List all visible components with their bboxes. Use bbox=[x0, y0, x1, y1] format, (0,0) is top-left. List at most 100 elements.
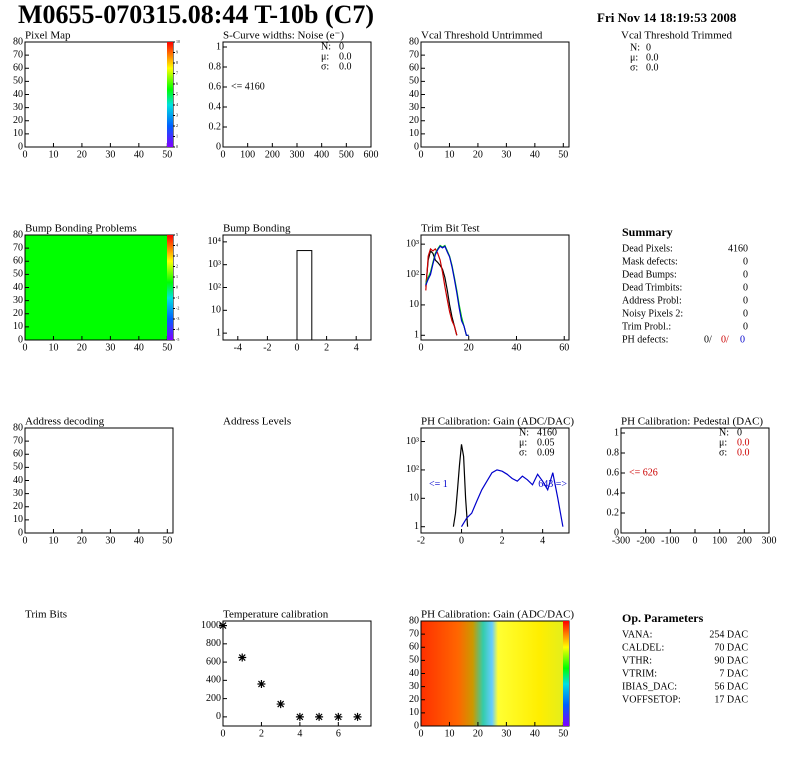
y-tick-label: 60 bbox=[13, 449, 23, 460]
z-tick-label: -1 bbox=[176, 295, 179, 300]
x-tick-label: 20 bbox=[77, 149, 87, 160]
x-tick-label: 200 bbox=[737, 535, 752, 546]
row-value: 254 DAC bbox=[709, 629, 748, 640]
x-tick-label: 40 bbox=[134, 535, 144, 546]
stat-value: 0.05 bbox=[537, 437, 555, 448]
x-tick-label: 10 bbox=[444, 728, 454, 739]
stat-value: 0.0 bbox=[339, 61, 352, 72]
point bbox=[353, 712, 362, 721]
x-tick-label: 100 bbox=[712, 535, 727, 546]
x-tick-label: 300 bbox=[290, 149, 305, 160]
row-value: 4160 bbox=[728, 243, 748, 254]
frame bbox=[420, 234, 570, 341]
y-tick-label: 30 bbox=[409, 102, 419, 113]
row-value: 0 bbox=[743, 282, 748, 293]
map-fill bbox=[25, 235, 173, 340]
x-tick-label: 0 bbox=[295, 342, 300, 353]
y-tick-label: 80 bbox=[409, 615, 419, 626]
stat-value: 0.0 bbox=[737, 437, 750, 448]
y-tick-label: 50 bbox=[409, 76, 419, 87]
row-label: Dead Trimbits: bbox=[622, 282, 682, 293]
row-value: 0/ bbox=[704, 334, 712, 345]
x-tick-label: 50 bbox=[162, 535, 172, 546]
panel-title: PH Calibration: Gain (ADC/DAC) bbox=[421, 609, 574, 621]
x-tick-label: 30 bbox=[105, 535, 115, 546]
row-label: Address Probl: bbox=[622, 295, 682, 306]
panel-title: Address Levels bbox=[223, 416, 291, 428]
y-tick-label: 10³ bbox=[208, 259, 221, 270]
bar bbox=[296, 250, 313, 341]
x-tick-label: 40 bbox=[134, 342, 144, 353]
x-tick-label: 0 bbox=[419, 728, 424, 739]
z-tick-label: -3 bbox=[176, 316, 179, 321]
z-tick-label: 4 bbox=[176, 242, 178, 247]
stat-label: N: bbox=[321, 41, 331, 52]
row-label: Trim Probl.: bbox=[622, 321, 671, 332]
y-tick-label: 50 bbox=[13, 462, 23, 473]
y-tick-label: 40 bbox=[13, 89, 23, 100]
z-tick-label: 3 bbox=[176, 112, 178, 117]
panel-title: Address decoding bbox=[25, 416, 105, 428]
row-label: VTRIM: bbox=[622, 668, 657, 679]
z-tick-label: -4 bbox=[176, 326, 179, 331]
y-tick-label: 10² bbox=[406, 464, 419, 475]
z-tick-label: 10 bbox=[176, 39, 180, 44]
x-tick-label: 20 bbox=[464, 342, 474, 353]
frame bbox=[222, 620, 372, 727]
y-tick-label: 20 bbox=[13, 308, 23, 319]
row-value: 0/ bbox=[721, 334, 729, 345]
x-tick-label: 4 bbox=[354, 342, 359, 353]
y-tick-label: 60 bbox=[409, 63, 419, 74]
x-tick-label: 40 bbox=[511, 342, 521, 353]
z-tick-label: 2 bbox=[176, 263, 178, 268]
point bbox=[334, 712, 343, 721]
z-tick-label: 0 bbox=[176, 144, 178, 149]
y-tick-label: 0.6 bbox=[209, 81, 222, 92]
row-value: 0 bbox=[743, 295, 748, 306]
y-tick-label: 40 bbox=[13, 475, 23, 486]
y-tick-label: 30 bbox=[13, 488, 23, 499]
y-tick-label: 600 bbox=[206, 656, 221, 667]
x-tick-label: 0 bbox=[693, 535, 698, 546]
stat-value: 4160 bbox=[537, 427, 557, 438]
y-tick-label: 80 bbox=[13, 229, 23, 240]
x-tick-label: 4 bbox=[297, 728, 302, 739]
x-tick-label: 2 bbox=[500, 535, 505, 546]
row-label: Noisy Pixels 2: bbox=[622, 308, 683, 319]
x-tick-label: 50 bbox=[558, 728, 568, 739]
x-tick-label: 2 bbox=[259, 728, 264, 739]
x-tick-label: 4 bbox=[540, 535, 545, 546]
annotation: <= 4160 bbox=[231, 81, 265, 92]
x-tick-label: 50 bbox=[162, 342, 172, 353]
x-tick-label: 600 bbox=[364, 149, 379, 160]
point bbox=[238, 653, 247, 662]
panel-title: S-Curve widths: Noise (e⁻) bbox=[223, 30, 344, 42]
panel-title: Trim Bit Test bbox=[421, 223, 480, 235]
x-tick-label: 20 bbox=[77, 342, 87, 353]
y-tick-label: 70 bbox=[409, 49, 419, 60]
y-tick-label: 0 bbox=[614, 527, 619, 538]
y-tick-label: 1 bbox=[216, 327, 221, 338]
z-tick-label: 2 bbox=[176, 123, 178, 128]
y-tick-label: 1 bbox=[614, 427, 619, 438]
row-label: VOFFSETOP: bbox=[622, 694, 681, 705]
stat-value: 0.0 bbox=[646, 52, 659, 63]
date: Fri Nov 14 18:19:53 2008 bbox=[597, 10, 737, 25]
y-tick-label: 1 bbox=[414, 521, 419, 532]
y-tick-label: 0.2 bbox=[209, 121, 222, 132]
row-value: 70 DAC bbox=[714, 642, 748, 653]
y-tick-label: 30 bbox=[409, 681, 419, 692]
row-label: Mask defects: bbox=[622, 256, 678, 267]
y-tick-label: 0.8 bbox=[209, 61, 222, 72]
y-tick-label: 10 bbox=[13, 514, 23, 525]
x-tick-label: -2 bbox=[263, 342, 271, 353]
y-tick-label: 10³ bbox=[406, 436, 419, 447]
x-tick-label: 10 bbox=[48, 535, 58, 546]
x-tick-label: -100 bbox=[661, 535, 679, 546]
y-tick-label: 0 bbox=[414, 720, 419, 731]
histogram-line bbox=[460, 469, 564, 528]
y-tick-label: 60 bbox=[409, 642, 419, 653]
point bbox=[276, 700, 285, 709]
frame bbox=[420, 427, 570, 534]
stat-label: σ: bbox=[519, 447, 527, 458]
